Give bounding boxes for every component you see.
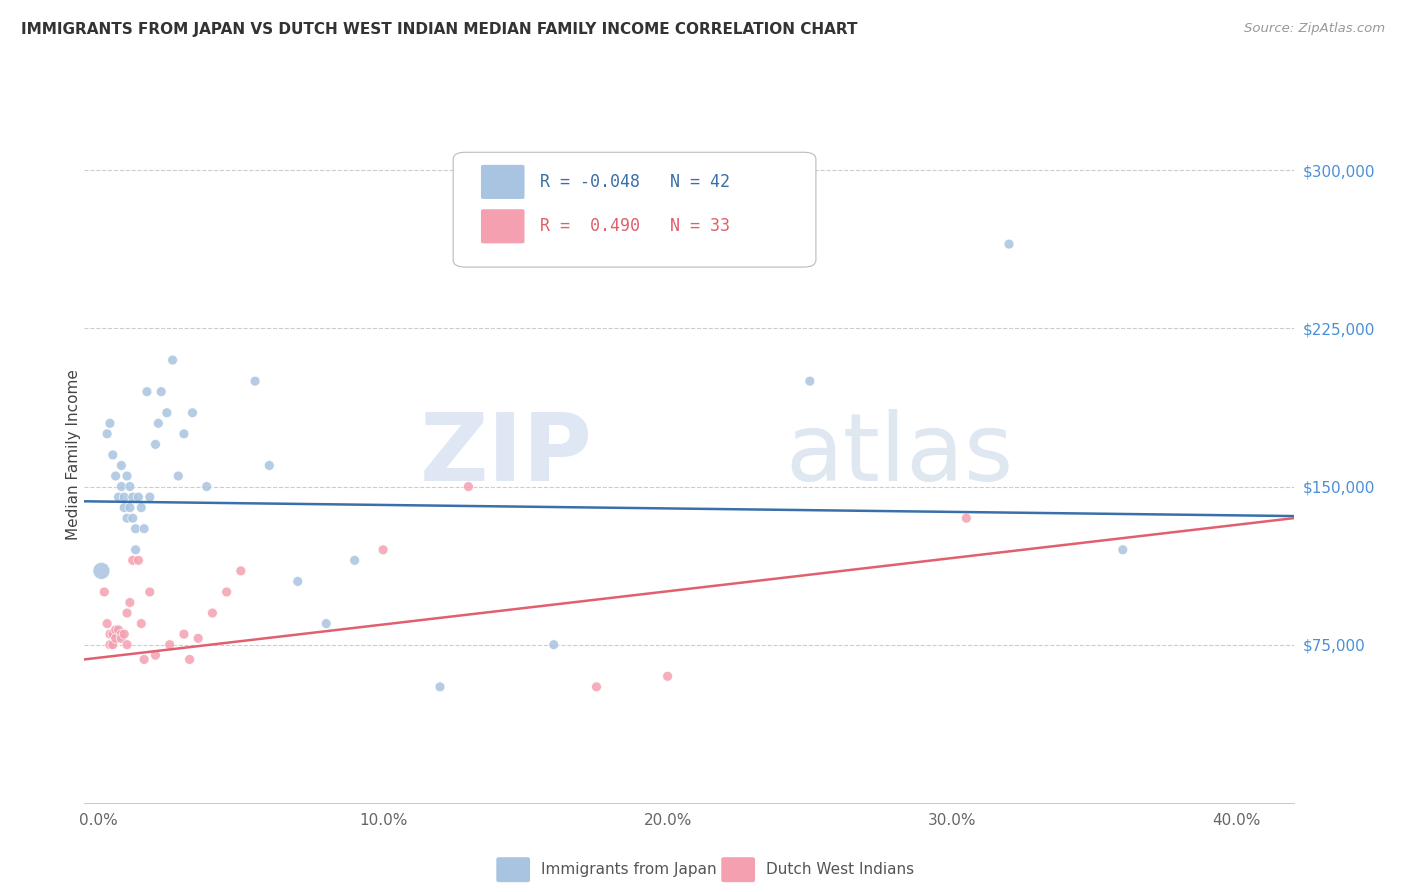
Point	[124, 542, 146, 557]
Point	[115, 638, 138, 652]
Point	[173, 426, 195, 441]
Point	[110, 458, 132, 473]
Point	[201, 606, 224, 620]
Point	[112, 490, 135, 504]
Point	[98, 638, 121, 652]
Point	[107, 623, 129, 637]
Point	[457, 479, 479, 493]
Point	[195, 479, 218, 493]
Point	[187, 632, 209, 646]
Y-axis label: Median Family Income: Median Family Income	[66, 369, 80, 541]
Point	[173, 627, 195, 641]
Point	[148, 417, 170, 431]
Point	[543, 638, 565, 652]
Point	[118, 500, 141, 515]
Point	[132, 652, 155, 666]
Point	[162, 353, 184, 368]
Point	[150, 384, 173, 399]
FancyBboxPatch shape	[481, 165, 524, 199]
Text: Source: ZipAtlas.com: Source: ZipAtlas.com	[1244, 22, 1385, 36]
Point	[315, 616, 337, 631]
Text: Immigrants from Japan: Immigrants from Japan	[541, 863, 717, 877]
Point	[104, 469, 127, 483]
Point	[139, 490, 162, 504]
Point	[371, 542, 394, 557]
Text: IMMIGRANTS FROM JAPAN VS DUTCH WEST INDIAN MEDIAN FAMILY INCOME CORRELATION CHAR: IMMIGRANTS FROM JAPAN VS DUTCH WEST INDI…	[21, 22, 858, 37]
Point	[96, 426, 118, 441]
Point	[98, 417, 121, 431]
Point	[132, 522, 155, 536]
Point	[118, 595, 141, 609]
Point	[215, 585, 238, 599]
Text: R =  0.490   N = 33: R = 0.490 N = 33	[540, 218, 730, 235]
Point	[115, 606, 138, 620]
Point	[167, 469, 190, 483]
Point	[121, 553, 143, 567]
Point	[429, 680, 451, 694]
Point	[179, 652, 201, 666]
Point	[112, 627, 135, 641]
Point	[90, 564, 112, 578]
Point	[115, 511, 138, 525]
Point	[145, 437, 167, 451]
Point	[129, 500, 152, 515]
Text: ZIP: ZIP	[419, 409, 592, 501]
Point	[799, 374, 821, 388]
Point	[98, 627, 121, 641]
Point	[118, 479, 141, 493]
Point	[657, 669, 679, 683]
Point	[101, 627, 124, 641]
Point	[998, 237, 1021, 252]
Point	[107, 490, 129, 504]
Point	[115, 469, 138, 483]
Point	[955, 511, 977, 525]
Point	[259, 458, 281, 473]
Point	[93, 585, 115, 599]
Point	[585, 680, 607, 694]
Point	[229, 564, 252, 578]
FancyBboxPatch shape	[481, 210, 524, 244]
Point	[145, 648, 167, 663]
Point	[101, 448, 124, 462]
Point	[129, 616, 152, 631]
FancyBboxPatch shape	[453, 153, 815, 267]
Point	[121, 511, 143, 525]
Point	[104, 623, 127, 637]
Point	[121, 490, 143, 504]
Point	[156, 406, 179, 420]
Point	[127, 490, 149, 504]
Point	[124, 522, 146, 536]
Point	[110, 627, 132, 641]
Point	[136, 384, 159, 399]
Point	[243, 374, 266, 388]
Point	[1112, 542, 1135, 557]
Point	[101, 638, 124, 652]
Point	[112, 500, 135, 515]
Text: Dutch West Indians: Dutch West Indians	[766, 863, 914, 877]
Point	[104, 632, 127, 646]
Point	[110, 479, 132, 493]
Point	[110, 632, 132, 646]
Text: atlas: atlas	[786, 409, 1014, 501]
Point	[127, 553, 149, 567]
Point	[181, 406, 204, 420]
Point	[287, 574, 309, 589]
Point	[343, 553, 366, 567]
Point	[96, 616, 118, 631]
Point	[159, 638, 181, 652]
Text: R = -0.048   N = 42: R = -0.048 N = 42	[540, 173, 730, 191]
Point	[139, 585, 162, 599]
